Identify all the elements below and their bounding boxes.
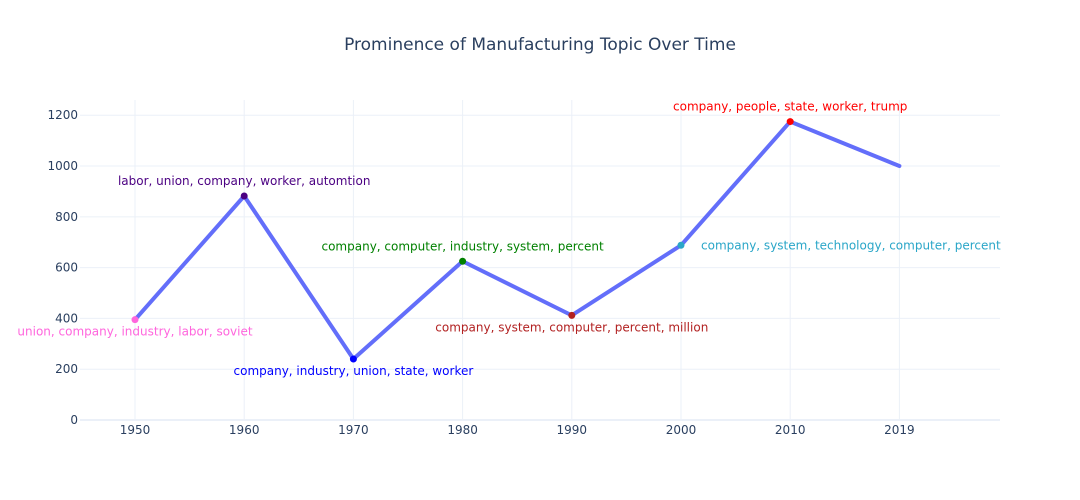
x-tick-label: 1980: [447, 423, 478, 437]
y-tick-label: 400: [55, 311, 78, 325]
y-tick-label: 600: [55, 261, 78, 275]
gridlines: [80, 100, 1000, 421]
y-tick-label: 200: [55, 362, 78, 376]
x-tick-label: 1960: [229, 423, 260, 437]
x-tick-label: 2010: [775, 423, 806, 437]
point-annotation: company, computer, industry, system, per…: [321, 239, 603, 253]
y-tick-label: 1000: [47, 159, 78, 173]
point-annotation: union, company, industry, labor, soviet: [17, 325, 252, 339]
data-point: [240, 192, 248, 200]
data-point: [459, 257, 467, 265]
x-tick-label: 2019: [884, 423, 915, 437]
data-point: [786, 118, 794, 126]
point-annotation: company, industry, union, state, worker: [234, 364, 474, 378]
y-tick-label: 800: [55, 210, 78, 224]
point-annotations: union, company, industry, labor, soviet l…: [17, 100, 1001, 378]
data-point: [568, 311, 576, 319]
y-tick-label: 1200: [47, 108, 78, 122]
data-point: [131, 316, 139, 324]
point-annotation: company, system, technology, computer, p…: [701, 238, 1001, 252]
x-tick-label: 1990: [557, 423, 588, 437]
x-tick-label: 1950: [120, 423, 151, 437]
point-annotation: company, people, state, worker, trump: [673, 100, 907, 114]
series-line-layer: [133, 119, 902, 362]
axes: 0 200 400 600 800 1000 1200 1950 1960 1970 1980 199…: [47, 108, 914, 437]
data-point: [677, 241, 685, 249]
y-tick-label: 0: [70, 413, 78, 427]
data-point: [349, 355, 357, 363]
x-tick-label: 2000: [666, 423, 697, 437]
series-line: [133, 119, 902, 362]
x-tick-label: 1970: [338, 423, 369, 437]
chart-title: Prominence of Manufacturing Topic Over T…: [344, 35, 736, 55]
data-points: [131, 118, 794, 363]
point-annotation: company, system, computer, percent, mill…: [435, 320, 708, 334]
point-annotation: labor, union, company, worker, automtion: [118, 174, 371, 188]
